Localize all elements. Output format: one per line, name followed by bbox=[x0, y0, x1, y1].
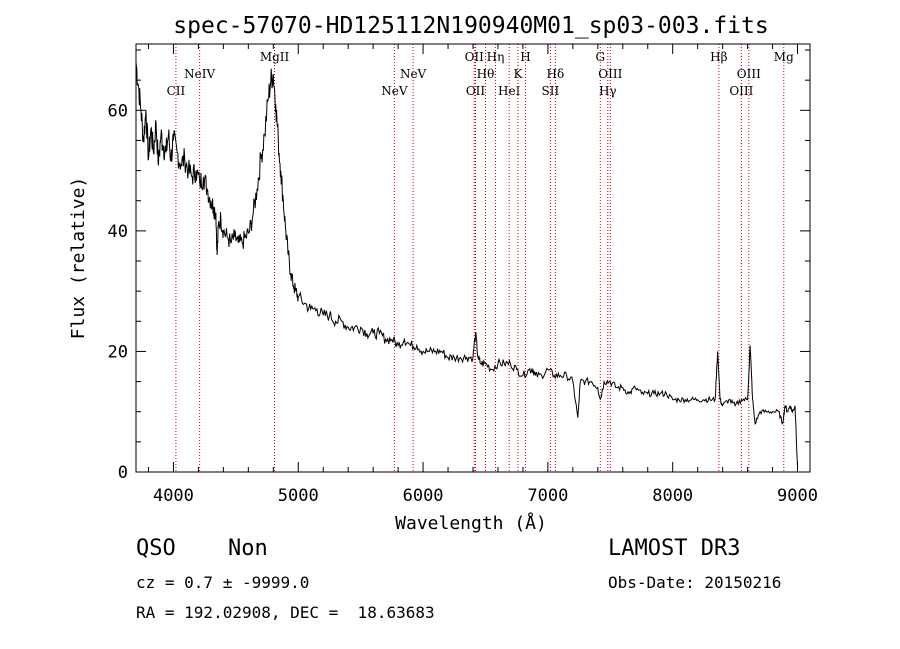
plot-frame bbox=[135, 43, 811, 473]
marker-label-7: Hθ bbox=[477, 67, 495, 81]
marker-label-12: SII bbox=[542, 84, 560, 98]
marker-label-19: OIII bbox=[737, 67, 761, 81]
axis-ticks: 4000 5000 6000 7000 8000 9000 0 20 40 60 bbox=[108, 44, 818, 506]
y-tick-label-2: 40 bbox=[108, 222, 128, 242]
marker-label-3: NeV bbox=[381, 84, 408, 98]
x-tick-label-3: 7000 bbox=[527, 486, 568, 506]
marker-label-17: Hβ bbox=[710, 50, 727, 64]
marker-label-18: OIII bbox=[729, 84, 753, 98]
y-tick-label-0: 0 bbox=[118, 463, 128, 483]
marker-label-14: G bbox=[596, 50, 606, 64]
marker-label-0: CII bbox=[167, 84, 186, 98]
marker-label-20: Mg bbox=[774, 50, 794, 64]
marker-label-6: OII bbox=[466, 84, 486, 98]
redshift-readout: cz = 0.7 ± -9999.0 bbox=[136, 573, 310, 592]
object-subclass: Non bbox=[228, 536, 268, 561]
coordinates-readout: RA = 192.02908, DEC = 18.63683 bbox=[136, 603, 435, 622]
spectrum-line bbox=[135, 62, 798, 467]
x-tick-label-4: 8000 bbox=[652, 486, 693, 506]
emission-line-markers: CII NeIV MgII NeV NeV OII OII Hθ Hη HeI KH SII Hδ G Hγ… bbox=[167, 44, 794, 472]
observation-date: Obs-Date: 20150216 bbox=[608, 573, 782, 592]
x-axis-label: Wavelength (Å) bbox=[395, 512, 547, 534]
marker-label-13: Hδ bbox=[547, 67, 565, 81]
marker-label-8: Hη bbox=[487, 50, 505, 64]
object-class: QSO bbox=[136, 536, 176, 561]
survey-name: LAMOST DR3 bbox=[608, 536, 741, 561]
marker-label-15: Hγ bbox=[599, 84, 617, 98]
x-tick-label-5: 9000 bbox=[777, 486, 818, 506]
marker-label-5: OII bbox=[465, 50, 485, 64]
marker-label-1: NeIV bbox=[184, 67, 215, 81]
y-tick-label-3: 60 bbox=[108, 101, 128, 121]
marker-label-10: K bbox=[513, 67, 523, 81]
y-tick-label-1: 20 bbox=[108, 342, 128, 362]
x-tick-label-0: 4000 bbox=[153, 486, 194, 506]
marker-label-9: HeI bbox=[498, 84, 521, 98]
y-axis-label: Flux (relative) bbox=[68, 177, 89, 340]
x-tick-label-2: 6000 bbox=[403, 486, 444, 506]
marker-label-4: NeV bbox=[400, 67, 427, 81]
marker-label-2: MgII bbox=[260, 50, 290, 64]
x-tick-label-1: 5000 bbox=[278, 486, 319, 506]
marker-label-11: H bbox=[520, 50, 530, 64]
chart-title: spec-57070-HD125112N190940M01_sp03-003.f… bbox=[173, 13, 768, 39]
marker-label-16: OIII bbox=[598, 67, 622, 81]
